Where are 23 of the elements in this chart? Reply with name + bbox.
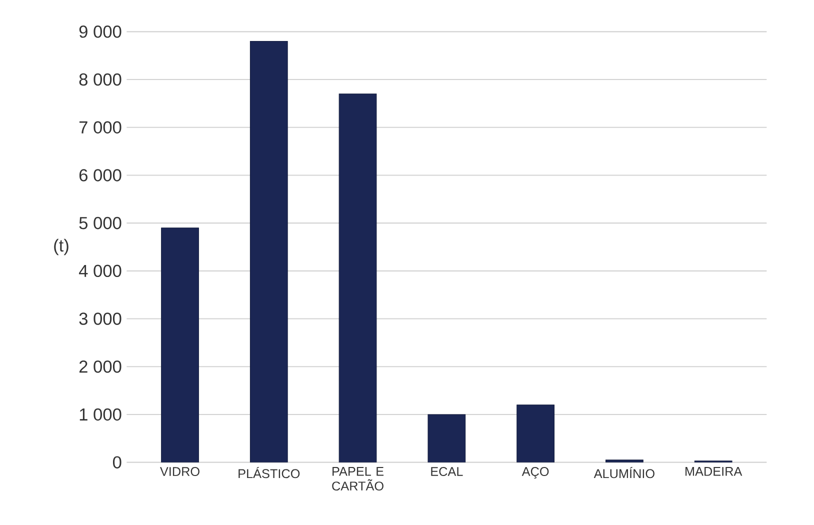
bar [338,94,377,462]
y-tick-label: 9 000 [79,26,122,38]
y-axis-title: (t) [54,238,68,256]
x-tick-label: ALUMÍNIO [594,467,654,478]
x-tick-label: PLÁSTICO [238,467,300,478]
y-tick-label: 6 000 [79,169,122,182]
y-tick-label: 4 000 [78,264,122,278]
x-tick-label: ECAL [431,467,463,476]
y-tick-label: 2 000 [79,360,122,373]
y-tick-label: 0 [112,456,122,468]
bar [161,228,199,462]
x-tick-label: AÇO [522,467,549,479]
y-tick-label: 1 000 [80,408,122,421]
bar [428,414,466,462]
y-tick-label: 8 000 [79,73,122,86]
y-tick-label: 5 000 [79,216,122,230]
bar [250,40,288,462]
bar [516,404,554,462]
y-tick-label: 3 000 [79,312,122,325]
x-tick-label: MADEIRA [686,467,742,476]
x-tick-label: VIDRO [160,467,200,476]
y-tick-label: 7 000 [79,121,122,134]
x-tick-label: PAPEL E CARTÃO [332,467,384,491]
